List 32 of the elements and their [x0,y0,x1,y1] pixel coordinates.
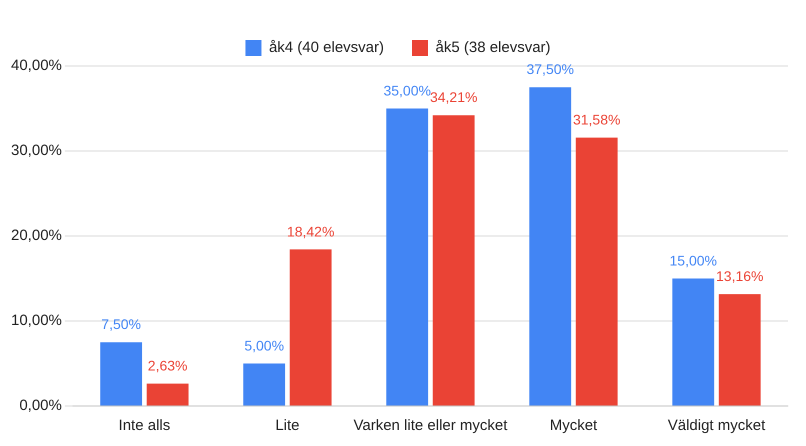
bar [386,108,428,406]
bar [432,115,475,406]
x-tick-label: Inte alls [118,417,170,434]
y-tick-label: 30,00% [11,142,62,160]
legend-label: åk5 (38 elevsvar) [436,39,551,56]
y-tick-label: 0,00% [19,397,62,414]
bar [672,278,714,406]
bar [529,87,572,406]
legend-label: åk4 (40 elevsvar) [268,39,384,56]
y-tick-label: 10,00% [11,312,62,330]
data-label: 34,21% [430,89,478,106]
bar [576,138,618,406]
x-tick-label: Lite [275,417,300,434]
data-label: 15,00% [670,252,717,268]
data-label: 37,50% [526,61,574,78]
data-label: 18,42% [286,223,334,240]
x-tick-label: Väldigt mycket [668,417,766,434]
data-label: 35,00% [383,82,431,98]
data-label: 31,58% [572,111,620,128]
y-tick-label: 40,00% [11,57,62,74]
y-tick-label: 20,00% [11,227,62,244]
bar [243,364,286,406]
bar [718,294,761,406]
x-tick-label: Varken lite eller mycket [353,417,508,434]
data-label: 2,63% [148,358,188,374]
x-tick-label: Mycket [550,417,598,434]
data-label: 13,16% [716,268,764,284]
data-label: 7,50% [101,316,141,332]
bar [290,249,332,406]
bar [146,384,189,406]
bar [100,342,142,406]
data-label: 5,00% [244,337,284,354]
